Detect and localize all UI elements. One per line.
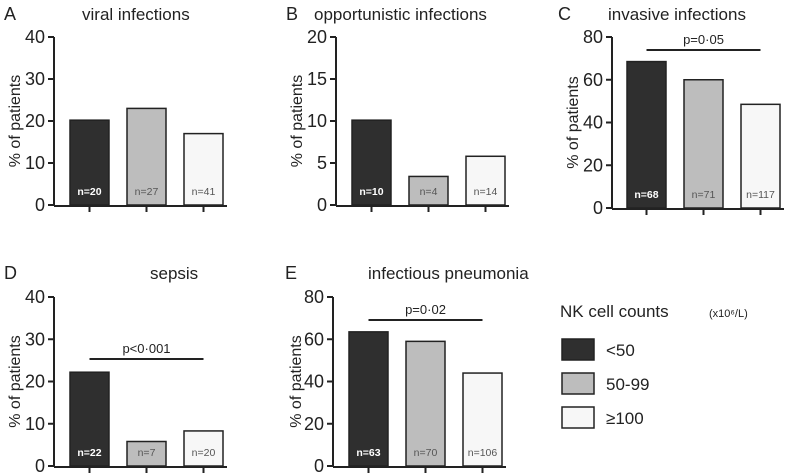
bar-n-label: n=68 — [634, 189, 658, 201]
bar-n-label: n=20 — [192, 447, 216, 459]
y-tick-label: 40 — [583, 113, 603, 133]
bar-ge100 — [183, 132, 224, 206]
bar-lt50 — [69, 119, 110, 206]
bar-n-label: n=4 — [420, 186, 438, 198]
y-tick-label: 20 — [25, 372, 45, 392]
bar-50-99 — [683, 79, 724, 209]
y-tick-label: 40 — [25, 287, 45, 307]
bar-lt50 — [626, 60, 667, 209]
y-tick-label: 0 — [593, 198, 603, 218]
bar-n-label: n=63 — [356, 447, 380, 459]
y-tick-label: 40 — [304, 372, 324, 392]
bar-n-label: n=71 — [692, 189, 716, 201]
panel-letter: D — [4, 263, 17, 283]
y-tick-label: 0 — [317, 195, 327, 215]
legend-label-lt50: <50 — [606, 341, 635, 360]
bar-n-label: n=117 — [746, 189, 775, 201]
legend: NK cell counts (x10⁶/L) <50 50-99 ≥100 — [560, 302, 748, 429]
y-tick-label: 60 — [583, 70, 603, 90]
bar-lt50 — [69, 371, 110, 467]
y-tick-label: 20 — [25, 111, 45, 131]
y-tick-label: 20 — [307, 27, 327, 47]
legend-label-50-99: 50-99 — [606, 375, 649, 394]
y-tick-label: 10 — [307, 111, 327, 131]
bar-50-99 — [408, 175, 449, 206]
legend-title: NK cell counts — [560, 302, 669, 321]
y-tick-label: 60 — [304, 329, 324, 349]
bar-ge100 — [740, 103, 781, 209]
legend-unit: (x10⁶/L) — [709, 308, 748, 320]
bar-50-99 — [126, 107, 167, 206]
y-tick-label: 15 — [307, 69, 327, 89]
bar-ge100 — [462, 372, 503, 467]
panel-letter: B — [286, 4, 298, 24]
p-value-label: p<0·001 — [122, 341, 170, 356]
y-tick-label: 0 — [35, 456, 45, 475]
chart-title: infectious pneumonia — [368, 264, 529, 283]
chart-title: sepsis — [150, 264, 198, 283]
bar-n-label: n=10 — [359, 186, 383, 198]
y-tick-label: 30 — [25, 329, 45, 349]
y-axis-label: % of patients — [289, 75, 306, 168]
y-axis-label: % of patients — [565, 76, 582, 169]
bar-n-label: n=22 — [77, 447, 101, 459]
bar-n-label: n=20 — [77, 186, 101, 198]
y-tick-label: 20 — [583, 155, 603, 175]
y-tick-label: 10 — [25, 153, 45, 173]
p-value-label: p=0·05 — [683, 32, 724, 47]
y-axis-label: % of patients — [7, 75, 24, 168]
bar-lt50 — [348, 331, 389, 467]
bar-n-label: n=106 — [468, 447, 498, 459]
legend-label-ge100: ≥100 — [606, 409, 644, 428]
panel-letter: E — [285, 263, 297, 283]
bar-lt50 — [351, 119, 392, 206]
bar-ge100 — [465, 155, 506, 206]
bar-n-label: n=41 — [192, 186, 216, 198]
y-tick-label: 30 — [25, 69, 45, 89]
y-tick-label: 10 — [25, 414, 45, 434]
bar-n-label: n=27 — [135, 186, 159, 198]
y-tick-label: 80 — [583, 27, 603, 47]
bar-n-label: n=14 — [474, 186, 498, 198]
chart-title: opportunistic infections — [314, 5, 487, 24]
y-tick-label: 80 — [304, 287, 324, 307]
legend-swatch-lt50 — [561, 338, 595, 361]
panel-letter: A — [4, 4, 16, 24]
y-axis-label: % of patients — [288, 335, 305, 428]
y-tick-label: 40 — [25, 27, 45, 47]
p-value-label: p=0·02 — [405, 302, 446, 317]
bar-50-99 — [126, 440, 167, 467]
panel-letter: C — [558, 4, 571, 24]
legend-swatch-50-99 — [561, 372, 595, 395]
chart-title: viral infections — [82, 5, 190, 24]
y-tick-label: 5 — [317, 153, 327, 173]
y-axis-label: % of patients — [7, 335, 24, 428]
y-tick-label: 0 — [35, 195, 45, 215]
y-tick-label: 0 — [314, 456, 324, 475]
bar-n-label: n=7 — [138, 447, 156, 459]
bar-50-99 — [405, 340, 446, 467]
bar-ge100 — [183, 430, 224, 467]
chart-title: invasive infections — [608, 5, 746, 24]
legend-swatch-ge100 — [561, 406, 595, 429]
y-tick-label: 20 — [304, 414, 324, 434]
bar-n-label: n=70 — [414, 447, 438, 459]
